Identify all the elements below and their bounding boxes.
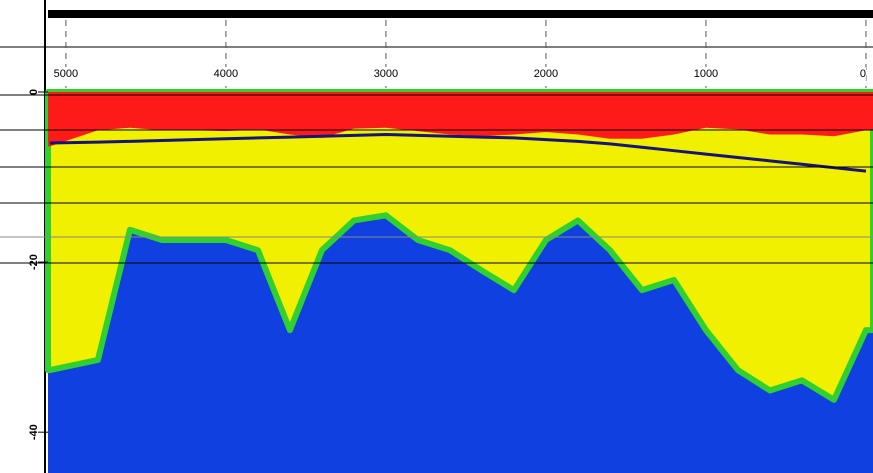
x-tick-label: 1000: [694, 68, 718, 80]
x-tick-label: 3000: [374, 68, 398, 80]
x-tick-label: 4000: [214, 68, 238, 80]
y-tick-label: -40: [28, 424, 40, 440]
top-bar: [48, 10, 873, 18]
x-tick-label: 0: [860, 68, 866, 80]
x-tick-label: 2000: [534, 68, 558, 80]
x-tick-label: 5000: [54, 68, 78, 80]
section-chart: 5000 4000 3000 2000 1000 0 0 -20 -40: [0, 0, 873, 473]
y-tick-label: 0: [28, 89, 40, 95]
y-tick-label: -20: [28, 254, 40, 270]
plot-area: [48, 92, 873, 473]
